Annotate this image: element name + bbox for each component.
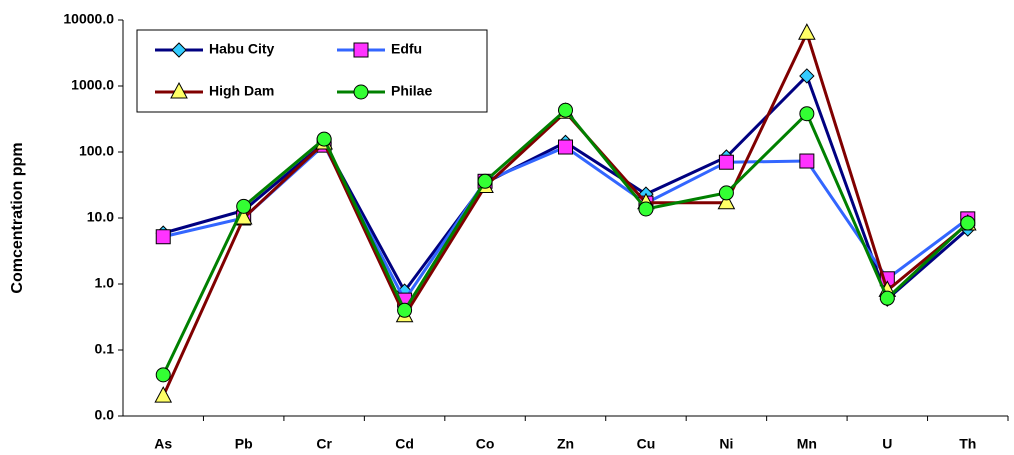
legend-marker — [171, 42, 187, 58]
legend-marker — [170, 81, 188, 99]
legend-marker — [353, 42, 369, 58]
y-tick-label: 0.0 — [95, 407, 115, 423]
legend-marker — [353, 84, 369, 100]
y-axis-label: Comcentration ppm — [9, 142, 26, 293]
x-tick-label: As — [154, 436, 172, 452]
y-tick-label: 10000.0 — [63, 11, 114, 27]
data-point — [558, 139, 573, 155]
data-point — [960, 215, 976, 231]
y-tick-label: 100.0 — [79, 143, 114, 159]
data-point — [154, 386, 173, 403]
data-point — [477, 173, 493, 189]
y-tick-label: 10.0 — [87, 209, 114, 225]
data-point — [236, 198, 252, 214]
data-point — [798, 23, 816, 40]
data-point — [638, 201, 654, 217]
data-point — [879, 290, 895, 306]
legend-label: High Dam — [209, 83, 274, 99]
data-point — [155, 367, 171, 383]
data-point — [799, 68, 815, 84]
data-point — [799, 153, 815, 169]
x-tick-label: Cr — [316, 436, 332, 452]
series-line — [162, 142, 969, 304]
y-tick-label: 0.1 — [95, 341, 115, 357]
x-tick-label: Cu — [637, 436, 656, 452]
x-tick-label: Ni — [719, 436, 733, 452]
x-tick-label: Th — [959, 436, 976, 452]
x-tick-label: Co — [476, 436, 495, 452]
x-tick-label: Pb — [235, 436, 253, 452]
legend-label: Edfu — [391, 41, 422, 57]
data-point — [799, 106, 815, 122]
data-point — [717, 192, 736, 210]
y-tick-label: 1.0 — [95, 275, 115, 291]
x-tick-label: Zn — [557, 436, 574, 452]
x-tick-label: Cd — [395, 436, 414, 452]
data-point — [316, 131, 332, 147]
data-point — [397, 302, 413, 318]
x-tick-label: Mn — [797, 436, 817, 452]
legend-box — [136, 29, 488, 113]
x-tick-label: U — [882, 436, 892, 452]
legend-label: Habu City — [209, 41, 275, 57]
data-point — [155, 229, 171, 245]
data-point — [558, 102, 573, 118]
data-point — [718, 185, 734, 201]
data-point — [718, 154, 734, 170]
y-tick-label: 1000.0 — [71, 77, 114, 93]
legend-label: Philae — [391, 83, 432, 99]
